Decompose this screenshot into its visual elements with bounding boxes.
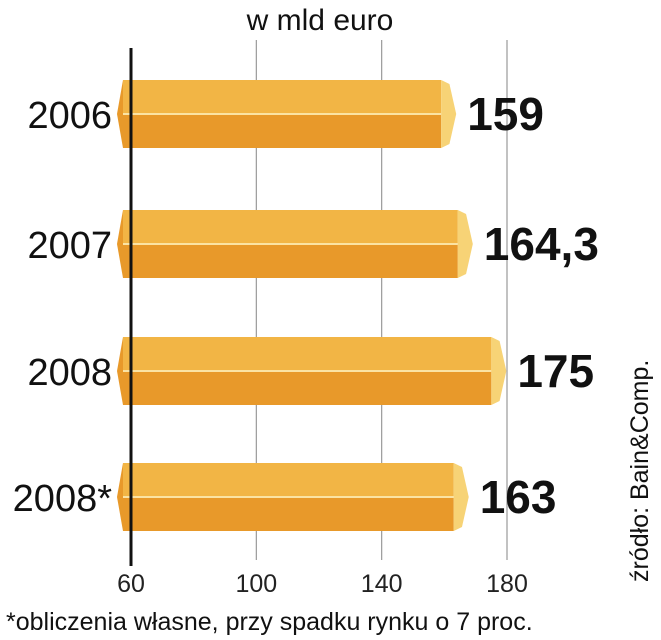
- value-label: 159: [467, 88, 544, 140]
- category-label: 2008*: [13, 478, 113, 520]
- bar-end-cap: [491, 337, 507, 405]
- value-label: 163: [480, 471, 557, 523]
- value-label: 164,3: [484, 218, 599, 270]
- bar-end-cap: [453, 463, 469, 531]
- bar-left-notch: [117, 210, 123, 278]
- value-label: 175: [517, 345, 594, 397]
- bar-top-face: [123, 80, 442, 114]
- category-label: 2007: [27, 225, 112, 267]
- bar-left-notch: [117, 337, 123, 405]
- bar-top-face: [123, 337, 492, 371]
- x-tick-label: 60: [117, 570, 145, 598]
- bar-bottom-face: [123, 114, 442, 148]
- source-label: źródło: Bain&Comp.: [626, 360, 654, 582]
- category-label: 2008: [27, 352, 112, 394]
- unit-label: w mld euro: [246, 4, 394, 37]
- bar-top-face: [123, 463, 454, 497]
- footnote: *obliczenia własne, przy spadku rynku o …: [6, 608, 533, 636]
- bar-bottom-face: [123, 244, 458, 278]
- bar-left-notch: [117, 80, 123, 148]
- bar: [117, 80, 457, 148]
- x-tick-label: 100: [235, 570, 277, 598]
- bar: [117, 337, 507, 405]
- category-label: 2006: [27, 95, 112, 137]
- bar-end-cap: [457, 210, 473, 278]
- bar: [117, 463, 469, 531]
- bar-end-cap: [441, 80, 457, 148]
- bar-bottom-face: [123, 371, 492, 405]
- bar-left-notch: [117, 463, 123, 531]
- bar-top-face: [123, 210, 458, 244]
- x-tick-label: 140: [361, 570, 403, 598]
- bar-bottom-face: [123, 497, 454, 531]
- x-tick-label: 180: [486, 570, 528, 598]
- bar: [117, 210, 473, 278]
